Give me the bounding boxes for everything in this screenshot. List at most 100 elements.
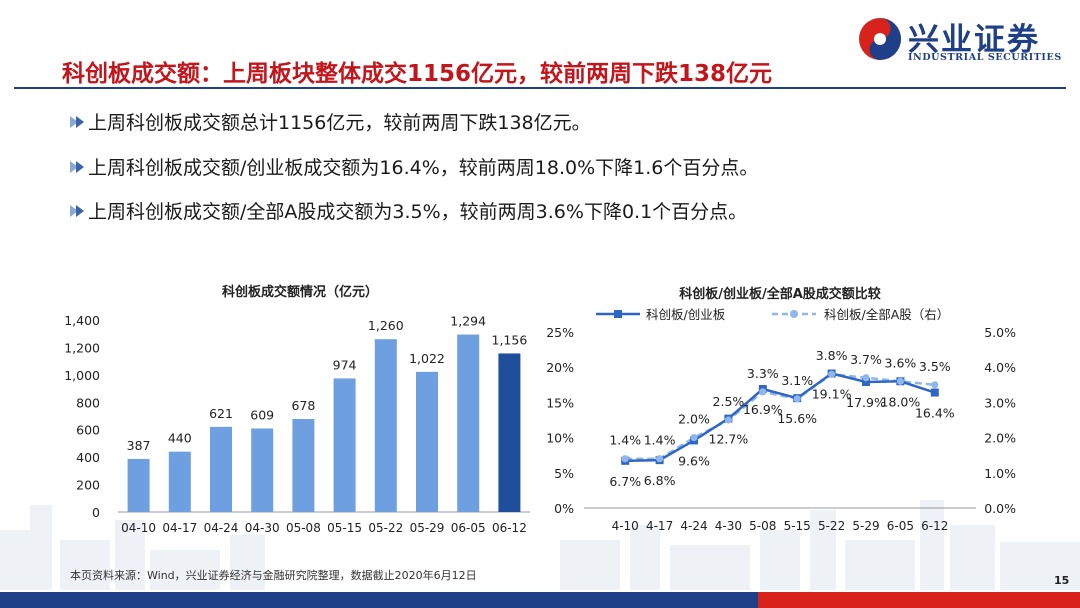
series-2-point (656, 455, 664, 463)
y-left-tick-label: 15% (546, 395, 574, 410)
series-2-point (690, 434, 698, 442)
series-2-value-label: 2.5% (713, 394, 745, 409)
x-tick-label: 04-24 (204, 521, 239, 535)
bar-chart: 科创板成交额情况（亿元） 0 200 400 600 800 1,000 1,200 1,40… (64, 284, 530, 535)
bar-value-label: 621 (209, 406, 233, 421)
double-arrow-icon (70, 161, 84, 173)
series-2-point (862, 374, 870, 382)
bar-value-label: 1,022 (409, 351, 445, 366)
y-tick-label: 0 (92, 505, 100, 520)
bar (333, 378, 356, 512)
x-tick-label: 5-15 (784, 519, 811, 533)
bar (210, 426, 232, 512)
series-1-value-label: 19.1% (812, 387, 852, 402)
x-tick-label: 5-29 (852, 519, 879, 533)
x-tick-label: 04-17 (162, 521, 197, 535)
bar-chart-title: 科创板成交额情况（亿元） (222, 284, 378, 300)
series-2-value-label: 3.3% (747, 366, 779, 381)
x-tick-label: 5-22 (818, 519, 845, 533)
source-footnote: 本页资料来源：Wind，兴业证券经济与金融研究院整理，数据截止2020年6月12… (70, 569, 477, 582)
bar (457, 334, 480, 512)
y-tick-label: 200 (76, 478, 100, 493)
bar (416, 371, 438, 512)
x-tick-label: 04-10 (121, 521, 156, 535)
x-tick-label: 6-12 (921, 519, 948, 533)
series-2-value-label: 3.6% (885, 355, 917, 370)
y-left-tick-label: 10% (546, 431, 574, 446)
logo-mark-icon (859, 18, 901, 60)
series-2-point (621, 455, 629, 463)
page-title: 科创板成交额：上周板块整体成交1156亿元，较前两周下跌138亿元 (62, 61, 773, 87)
legend-label-series-2: 科创板/全部A股（右） (824, 307, 949, 322)
bullet-item: 上周科创板成交额总计1156亿元，较前两周下跌138亿元。 (68, 108, 591, 135)
series-2-value-label: 3.8% (816, 348, 848, 363)
bar (168, 451, 191, 512)
series-2-value-label: 3.1% (781, 373, 813, 388)
series-1-value-label: 17.9% (846, 395, 886, 410)
line-chart-title: 科创板/创业板/全部A股成交额比较 (679, 286, 881, 302)
y-tick-label: 1,400 (64, 313, 100, 328)
series-1-value-label: 15.6% (777, 411, 817, 426)
bullet-text: 上周科创板成交额/全部A股成交额为3.5%，较前两周3.6%下降0.1个百分点。 (88, 201, 748, 223)
y-right-tick-label: 4.0% (984, 360, 1016, 375)
series-2-point (793, 395, 801, 403)
double-arrow-icon (70, 116, 84, 128)
y-tick-label: 800 (76, 395, 100, 410)
series-line-1 (625, 372, 936, 463)
y-right-tick-label: 5.0% (984, 325, 1016, 340)
company-logo (856, 14, 1071, 66)
y-right-tick-label: 0.0% (984, 501, 1016, 516)
bar-value-label: 609 (250, 407, 274, 422)
y-tick-label: 600 (76, 423, 100, 438)
x-tick-label: 4-30 (715, 519, 742, 533)
series-2-point (896, 377, 904, 385)
series-1-value-label: 6.8% (644, 473, 676, 488)
title-divider (14, 87, 1066, 89)
y-right-tick-label: 2.0% (984, 431, 1016, 446)
bar-value-label: 1,260 (368, 318, 404, 333)
series-2-value-label: 3.7% (850, 352, 882, 367)
bullet-item: 上周科创板成交额/全部A股成交额为3.5%，较前两周3.6%下降0.1个百分点。 (68, 197, 747, 224)
series-1-value-label: 9.6% (678, 453, 710, 468)
series-2-point (724, 416, 732, 424)
series-2-value-label: 1.4% (609, 433, 641, 448)
line-chart: 科创板/创业板/全部A股成交额比较 科创板/创业板 科创板/全部A股（右） 0%… (546, 286, 1016, 533)
series-1-point (930, 388, 939, 397)
x-tick-label: 4-10 (612, 519, 639, 533)
series-1-value-label: 12.7% (709, 432, 749, 447)
series-1-value-label: 18.0% (881, 394, 921, 409)
footer-bar-red (758, 592, 1080, 608)
x-tick-label: 5-08 (749, 519, 776, 533)
logo-text: 兴业证券 (908, 22, 1040, 58)
series-line-2 (625, 372, 935, 460)
x-tick-label: 04-30 (245, 521, 280, 535)
page-number: 15 (1054, 574, 1070, 587)
y-left-tick-label: 20% (546, 360, 574, 375)
bar-value-label: 387 (127, 438, 151, 453)
series-2-value-label: 2.0% (678, 412, 710, 427)
skyline-backdrop (0, 500, 1080, 590)
series-1-point (862, 377, 870, 386)
bar-value-label: 678 (291, 398, 315, 413)
series-2-value-label: 3.5% (919, 359, 951, 374)
y-right-tick-label: 1.0% (984, 466, 1016, 481)
series-2-point (931, 381, 939, 389)
bar-value-label: 440 (168, 431, 192, 446)
line-chart-legend: 科创板/创业板 科创板/全部A股（右） (596, 307, 949, 322)
y-tick-label: 1,200 (64, 340, 100, 355)
y-right-tick-label: 3.0% (984, 395, 1016, 410)
bullet-item: 上周科创板成交额/创业板成交额为16.4%，较前两周18.0%下降1.6个百分点… (68, 153, 758, 180)
double-arrow-icon (70, 205, 84, 217)
series-2-value-label: 1.4% (644, 433, 676, 448)
y-tick-label: 400 (76, 450, 100, 465)
footer-bar-blue (0, 592, 758, 608)
bar-value-label: 1,294 (450, 314, 486, 329)
legend-label-series-1: 科创板/创业板 (646, 307, 726, 322)
bar (127, 458, 150, 512)
logo-subtitle: INDUSTRIAL SECURITIES (908, 52, 1062, 63)
bar (374, 339, 397, 512)
series-1-value-label: 6.7% (609, 474, 641, 489)
y-left-tick-label: 25% (546, 325, 574, 340)
x-tick-label: 05-22 (368, 521, 403, 535)
bar (251, 428, 274, 512)
